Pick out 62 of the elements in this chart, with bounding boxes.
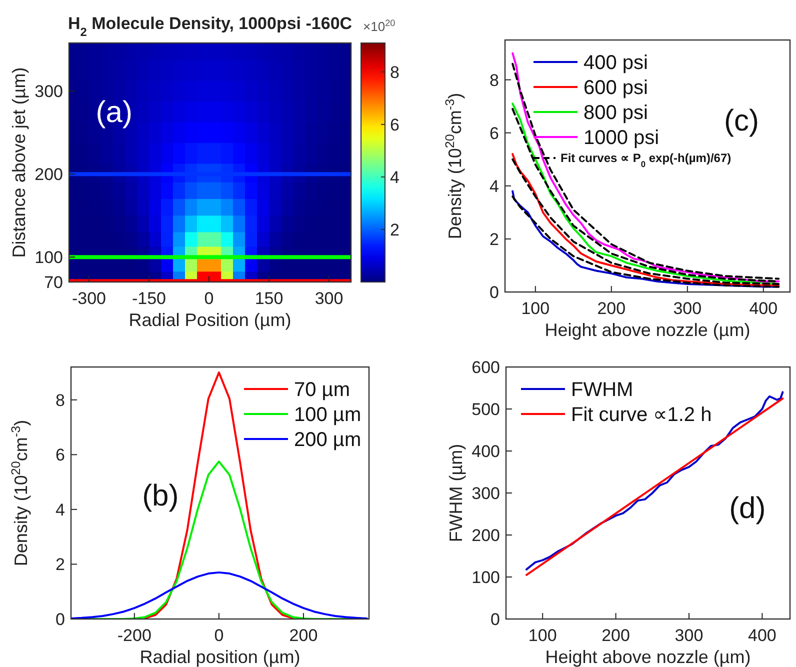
x-tick-label: 400 (749, 299, 778, 318)
y-tick-label: 70 (44, 273, 63, 292)
x-tick-label: -300 (72, 289, 106, 308)
x-tick-label: 400 (748, 626, 776, 645)
y-axis-title: FWHM (µm) (446, 444, 466, 542)
legend-label: 400 psi (584, 52, 648, 74)
y-tick-label: 300 (472, 484, 500, 503)
legend-label: 70 µm (294, 379, 350, 401)
legend-label: 100 µm (294, 404, 362, 426)
legend-label: 600 psi (584, 77, 648, 99)
x-tick-label: 200 (602, 626, 630, 645)
color-bar-label: 6 (390, 115, 400, 134)
color-bar-label: 4 (390, 168, 400, 187)
y-tick-label: 400 (472, 442, 500, 461)
annotation: (c) (724, 104, 760, 138)
x-axis-title: Radial position (µm) (140, 647, 300, 667)
y-tick-label: 300 (34, 82, 63, 102)
y-tick-label: 0 (56, 610, 65, 629)
legend-label: FWHM (571, 379, 634, 401)
x-tick-label: 200 (289, 626, 318, 645)
y-tick-label: 2 (56, 555, 65, 574)
y-tick-label: 200 (34, 165, 63, 184)
x-tick-label: 200 (597, 299, 626, 318)
y-tick-label: 4 (490, 176, 499, 196)
color-bar-label: 2 (390, 220, 400, 240)
x-tick-label: 0 (214, 626, 224, 645)
y-tick-label: 200 (472, 526, 500, 545)
x-tick-label: 300 (673, 299, 702, 318)
x-tick-label: 150 (254, 289, 284, 308)
legend-label: Fit curves ∝ P$_{0}$ exp(-h(µm)/67) (560, 151, 732, 169)
legend-label: 1000 psi (584, 127, 660, 149)
y-tick-label: 4 (56, 500, 65, 520)
legend-label: Fit curve ∝1.2 h (571, 404, 712, 426)
y-tick-label: 2 (490, 230, 499, 249)
y-tick-label: 500 (472, 400, 500, 419)
y-tick-label: 8 (56, 390, 65, 410)
legend-label: 200 µm (294, 429, 362, 451)
x-tick-label: -200 (117, 626, 152, 645)
x-tick-label: 300 (674, 626, 704, 645)
x-axis-title: Radial Position (µm) (128, 310, 292, 330)
color-bar-label: 8 (390, 62, 400, 82)
x-tick-label: 0 (204, 289, 214, 308)
legend-label: 800 psi (584, 102, 648, 124)
x-tick-label: 300 (314, 289, 344, 308)
y-axis-title: Distance above jet (µm) (9, 67, 29, 258)
annotation: (a) (96, 96, 132, 129)
y-tick-label: 6 (56, 446, 65, 465)
y-tick-label: 6 (490, 124, 499, 143)
y-tick-label: 0 (490, 610, 500, 629)
annotation: (b) (142, 480, 179, 513)
x-axis-title: Height above nozzle (µm) (544, 320, 750, 340)
x-axis-title: Height above nozzle (µm) (545, 647, 751, 667)
y-tick-label: 600 (472, 358, 500, 377)
annotation: (d) (729, 492, 766, 526)
x-tick-label: 100 (528, 626, 557, 645)
chart-title: H$_{2}$ Molecule Density, 1000psi -160C (68, 14, 352, 39)
color-bar-title: ×10$^{20}$ (363, 18, 396, 34)
x-tick-label: -150 (132, 289, 166, 308)
y-tick-label: 8 (490, 70, 499, 90)
x-tick-label: 100 (521, 299, 550, 318)
y-tick-label: 100 (472, 568, 500, 587)
y-tick-label: 100 (34, 248, 63, 268)
